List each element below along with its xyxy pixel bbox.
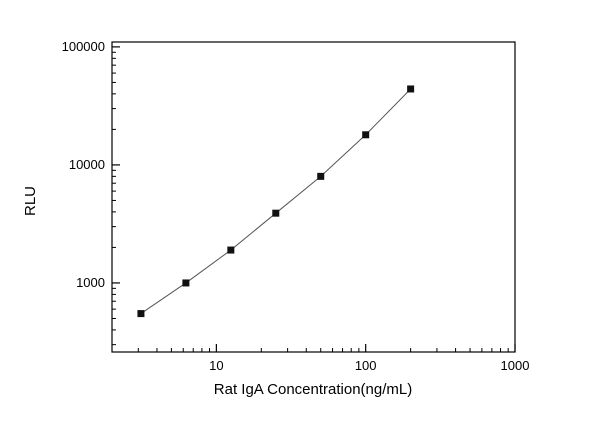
x-tick-label: 100: [355, 358, 377, 373]
data-point-marker: [272, 209, 280, 217]
data-point-marker: [317, 172, 325, 180]
y-axis-label: RLU: [22, 185, 39, 216]
data-point-marker: [137, 310, 145, 318]
y-tick-label: 100000: [62, 39, 105, 54]
data-point-marker: [362, 131, 370, 139]
y-tick-label: 1000: [76, 275, 105, 290]
data-point-marker: [182, 279, 190, 287]
data-series-line: [140, 88, 411, 315]
x-axis-label: Rat IgA Concentration(ng/mL): [213, 381, 413, 398]
y-tick-label: 10000: [69, 157, 105, 172]
data-point-marker: [407, 85, 415, 93]
x-tick-label: 1000: [501, 358, 530, 373]
data-point-marker: [227, 246, 235, 254]
plot-frame: [111, 41, 516, 353]
x-tick-label: 10: [209, 358, 223, 373]
